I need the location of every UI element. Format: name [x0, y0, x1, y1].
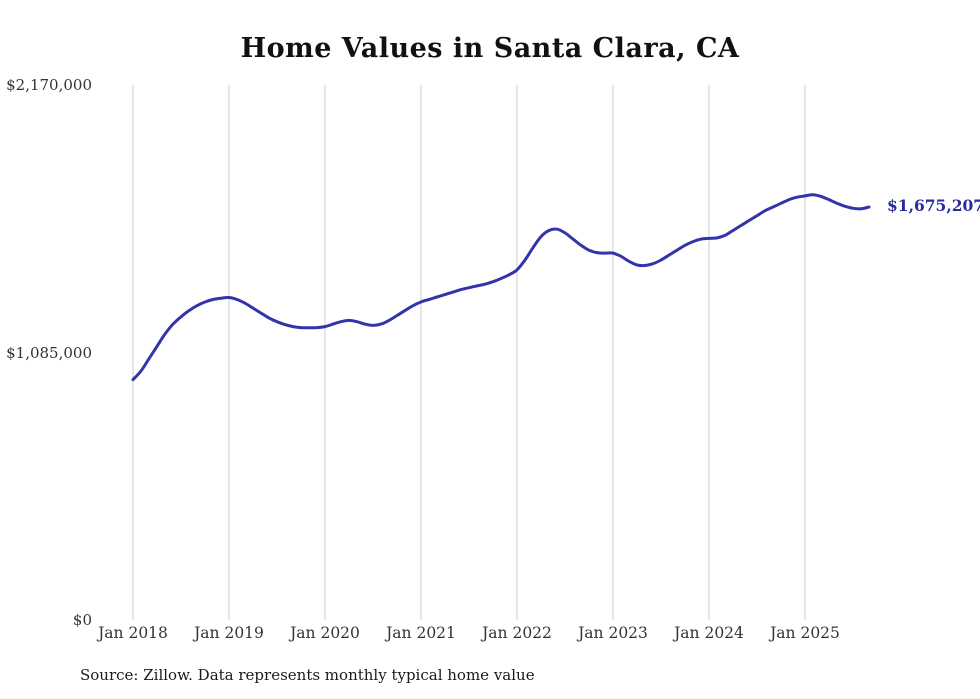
x-axis-tick-label: Jan 2020: [290, 624, 360, 642]
source-note: Source: Zillow. Data represents monthly …: [80, 666, 535, 684]
x-axis-tick-label: Jan 2018: [98, 624, 168, 642]
x-axis-tick-label: Jan 2019: [194, 624, 264, 642]
x-axis-tick-label: Jan 2021: [386, 624, 456, 642]
x-axis-tick-label: Jan 2025: [770, 624, 840, 642]
y-axis-tick-label: $1,085,000: [6, 343, 92, 362]
x-axis-tick-label: Jan 2023: [578, 624, 648, 642]
x-axis-tick-label: Jan 2024: [674, 624, 744, 642]
y-axis-tick-label: $2,170,000: [6, 76, 92, 94]
x-axis-tick-label: Jan 2022: [482, 624, 552, 642]
y-axis-tick-label: $0: [72, 611, 92, 629]
chart-title: Home Values in Santa Clara, CA: [240, 33, 740, 64]
latest-value-label: $1,675,207: [887, 196, 980, 215]
home-value-line-series: [131, 193, 871, 382]
